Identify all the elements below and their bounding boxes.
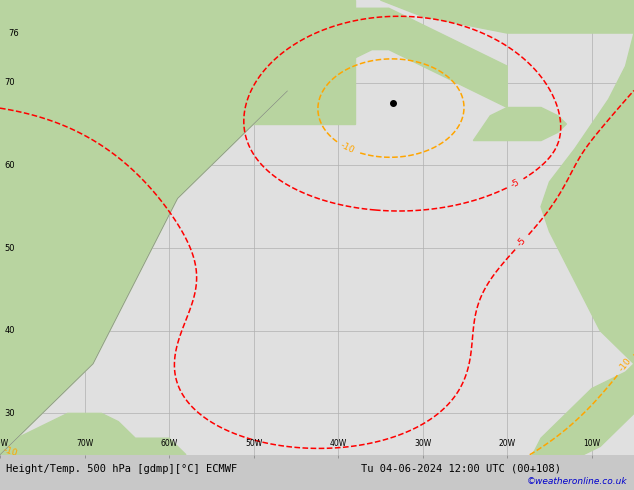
Text: -10: -10 — [339, 141, 356, 155]
Text: 30: 30 — [4, 409, 15, 418]
Text: Tu 04-06-2024 12:00 UTC (00+108): Tu 04-06-2024 12:00 UTC (00+108) — [361, 464, 561, 474]
Text: 60W: 60W — [160, 439, 178, 448]
Text: 40: 40 — [4, 326, 15, 335]
Text: Height/Temp. 500 hPa [gdmp][°C] ECMWF: Height/Temp. 500 hPa [gdmp][°C] ECMWF — [6, 464, 238, 474]
Text: 50W: 50W — [245, 439, 262, 448]
Polygon shape — [304, 8, 507, 107]
Text: 80W: 80W — [0, 439, 9, 448]
Text: -10: -10 — [3, 445, 19, 459]
Text: 76: 76 — [8, 28, 19, 38]
Text: ©weatheronline.co.uk: ©weatheronline.co.uk — [527, 477, 628, 487]
Text: -5: -5 — [509, 177, 521, 190]
Text: -5: -5 — [516, 236, 529, 248]
Text: 70: 70 — [4, 78, 15, 87]
Text: 20W: 20W — [498, 439, 516, 448]
Polygon shape — [0, 0, 355, 124]
Polygon shape — [474, 107, 566, 141]
Text: 40W: 40W — [330, 439, 347, 448]
Text: 70W: 70W — [76, 439, 93, 448]
Text: 50: 50 — [4, 244, 15, 252]
Polygon shape — [0, 414, 186, 455]
Polygon shape — [533, 364, 634, 455]
Polygon shape — [541, 33, 634, 364]
Text: 10W: 10W — [583, 439, 600, 448]
Text: 60: 60 — [4, 161, 15, 170]
Text: -10: -10 — [618, 356, 634, 373]
Polygon shape — [0, 0, 287, 455]
Polygon shape — [380, 0, 634, 33]
Text: 30W: 30W — [414, 439, 431, 448]
